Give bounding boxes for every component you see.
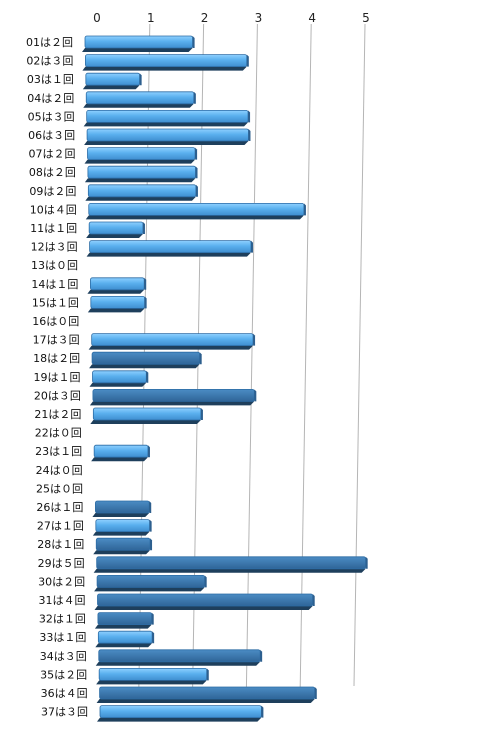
category-label: 24は０回 <box>36 464 83 477</box>
category-label: 15は１回 <box>32 296 79 309</box>
category-label: 14は１回 <box>31 278 78 291</box>
bar <box>95 649 263 666</box>
bar <box>85 202 306 220</box>
x-tick-label: 4 <box>308 11 316 25</box>
category-label: 31は４回 <box>39 594 86 607</box>
category-label: 13は０回 <box>31 259 78 272</box>
category-label: 23は１回 <box>35 445 82 458</box>
category-label: 03は１回 <box>27 73 74 86</box>
category-label: 32は１回 <box>39 613 86 626</box>
category-label: 02は３回 <box>26 55 73 68</box>
bar <box>89 351 202 369</box>
bar <box>96 686 317 703</box>
bar <box>94 612 154 629</box>
bar <box>82 54 249 71</box>
bar <box>92 519 152 536</box>
category-label: 34は３回 <box>40 650 87 663</box>
x-tick-label: 3 <box>255 11 263 25</box>
x-axis-ticks: 0 1 2 3 4 5 <box>93 11 370 25</box>
bar <box>83 91 196 108</box>
bar <box>86 221 145 238</box>
bar <box>84 128 251 145</box>
bar <box>90 407 203 424</box>
gridline-4 <box>299 23 312 688</box>
bar <box>87 295 147 313</box>
category-label: 20は３回 <box>34 389 81 402</box>
category-label: 12は３回 <box>31 241 78 254</box>
bar <box>93 537 153 555</box>
category-label: 18は２回 <box>33 352 80 365</box>
category-label: 06は３回 <box>28 129 75 142</box>
category-label: 30は２回 <box>38 575 85 588</box>
bar <box>94 593 315 610</box>
category-label: 21は２回 <box>34 408 81 421</box>
bar <box>92 500 152 517</box>
category-label: 11は１回 <box>30 222 77 235</box>
category-label: 29は５回 <box>38 557 85 570</box>
category-label: 05は３回 <box>28 110 75 123</box>
category-label: 22は０回 <box>35 427 82 440</box>
bar <box>83 110 251 127</box>
bar <box>89 388 257 406</box>
category-label: 09は２回 <box>29 185 76 198</box>
bar <box>86 240 253 257</box>
category-label: 08は２回 <box>29 166 76 179</box>
gridline-3 <box>245 23 258 689</box>
category-labels: 01は２回 02は３回 03は１回 04は２回 05は３回 06は３回 07は２回 08は２回… <box>26 36 88 719</box>
bar <box>85 184 198 201</box>
bar <box>95 630 155 648</box>
bar <box>89 370 149 387</box>
category-label: 35は２回 <box>40 668 87 681</box>
bar <box>93 556 368 573</box>
category-label: 25は０回 <box>36 482 83 495</box>
gridline-5 <box>353 23 366 687</box>
category-label: 27は１回 <box>37 520 84 533</box>
category-label: 10は４回 <box>30 203 77 216</box>
bar <box>84 147 198 164</box>
category-label: 26は１回 <box>36 501 83 514</box>
bar <box>97 705 264 722</box>
bar <box>87 277 147 294</box>
bar <box>91 444 150 462</box>
category-label: 07は２回 <box>29 148 76 161</box>
category-label: 04は２回 <box>27 92 74 105</box>
bar <box>94 575 207 592</box>
x-tick-label: 1 <box>147 11 155 25</box>
category-label: 16は０回 <box>32 315 79 328</box>
bar <box>82 35 195 52</box>
x-tick-label: 2 <box>201 11 209 25</box>
x-tick-label: 5 <box>362 11 370 25</box>
category-label: 36は４回 <box>41 687 88 700</box>
bars <box>82 35 368 722</box>
category-label: 19は１回 <box>34 371 81 384</box>
category-label: 28は１回 <box>37 538 84 551</box>
category-label: 33は１回 <box>39 631 86 644</box>
bar <box>84 165 198 183</box>
x-tick-label: 0 <box>93 11 101 25</box>
bar <box>88 333 256 350</box>
bar <box>96 668 209 685</box>
category-label: 37は３回 <box>41 706 88 719</box>
category-label: 01は２回 <box>26 36 73 49</box>
bar <box>82 72 142 90</box>
category-label: 17は３回 <box>33 334 80 347</box>
